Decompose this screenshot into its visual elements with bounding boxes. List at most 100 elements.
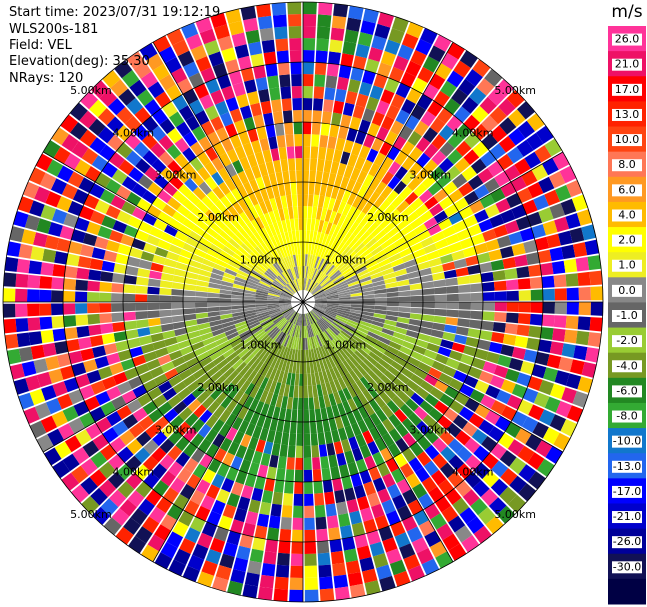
gate-cell — [175, 362, 189, 374]
gate-cell — [243, 395, 254, 409]
gate-cell — [174, 153, 189, 169]
gate-cell — [121, 201, 137, 215]
gate-cell — [267, 75, 280, 89]
gate-cell — [363, 518, 378, 534]
gate-cell — [135, 311, 148, 320]
gate-cell — [309, 281, 317, 293]
gate-cell — [152, 431, 168, 447]
gate-cell — [279, 305, 292, 310]
gate-cell — [171, 282, 185, 290]
gate-cell — [298, 385, 303, 398]
gate-cell — [303, 349, 307, 362]
gate-cell — [255, 375, 265, 388]
gate-cell — [18, 346, 33, 362]
gate-cell — [447, 149, 463, 165]
gate-cell — [484, 203, 500, 218]
gate-cell — [226, 399, 238, 413]
gate-cell — [172, 321, 186, 330]
gate-cell — [421, 476, 437, 493]
ring-label: 5.00km — [494, 508, 536, 521]
gate-cell — [367, 492, 381, 507]
gate-cell — [274, 576, 289, 590]
gate-cell — [183, 284, 197, 291]
gate-cell — [331, 112, 342, 126]
start-time-label: Start time: 2023/07/31 19:12:19 — [9, 5, 221, 20]
gate-cell — [303, 278, 306, 291]
gate-cell — [283, 287, 294, 295]
colorbar-tick-bg — [612, 259, 642, 272]
gate-cell — [283, 420, 291, 434]
gate-cell — [70, 122, 88, 140]
gate-cell — [555, 184, 572, 202]
gate-cell — [333, 378, 342, 392]
gate-cell — [218, 181, 231, 196]
gate-cell — [303, 86, 313, 99]
gate-cell — [400, 71, 416, 88]
gate-cell — [83, 359, 98, 373]
gate-cell — [474, 404, 491, 419]
gate-cell — [151, 463, 168, 480]
gate-cell — [249, 206, 259, 219]
gate-cell — [99, 281, 112, 292]
gate-cell — [291, 541, 303, 554]
gate-cell — [255, 306, 268, 310]
gate-cell — [535, 351, 550, 366]
gate-cell — [183, 296, 196, 302]
gate-cell — [286, 372, 292, 385]
gate-cell — [320, 208, 328, 221]
gate-cell — [420, 380, 434, 393]
gate-cell — [266, 466, 277, 480]
colorbar-tick-bg — [612, 385, 642, 398]
gate-cell — [356, 545, 372, 560]
gate-cell — [577, 316, 591, 331]
gate-cell — [297, 266, 301, 279]
gate-cell — [352, 224, 363, 237]
gate-cell — [429, 203, 444, 217]
gate-cell — [393, 180, 407, 195]
colorbar-tick-label: -2.0 — [616, 334, 637, 347]
gate-cell — [210, 89, 225, 105]
gate-cell — [437, 346, 452, 357]
gate-cell — [424, 503, 441, 520]
gate-cell — [219, 302, 232, 307]
gate-cell — [91, 247, 106, 260]
gate-cell — [390, 120, 404, 136]
gate-cell — [350, 307, 363, 311]
gate-cell — [407, 130, 422, 146]
gate-cell — [243, 309, 256, 315]
gate-cell — [256, 414, 266, 428]
gate-cell — [225, 59, 240, 74]
gate-cell — [399, 345, 413, 356]
gate-cell — [351, 352, 363, 365]
gate-cell — [141, 544, 159, 562]
gate-cell — [492, 322, 506, 333]
gate-cell — [346, 277, 359, 285]
gate-cell — [368, 163, 381, 177]
gate-cell — [39, 172, 57, 190]
gate-cell — [244, 312, 257, 318]
gate-cell — [219, 230, 232, 242]
gate-cell — [182, 218, 196, 231]
gate-cell — [291, 86, 302, 99]
gate-cell — [97, 225, 113, 239]
gate-cell — [268, 223, 277, 237]
gate-cell — [527, 452, 545, 470]
gate-cell — [337, 311, 350, 317]
gate-cell — [281, 432, 290, 446]
gate-cell — [395, 274, 409, 282]
gate-cell — [406, 473, 421, 489]
gate-cell — [365, 334, 378, 344]
gate-cell — [346, 499, 359, 513]
gate-cell — [374, 395, 387, 409]
gate-cell — [338, 261, 350, 272]
gate-cell — [338, 307, 351, 312]
gate-cell — [284, 347, 291, 360]
gate-cell — [232, 341, 245, 352]
gate-cell — [314, 372, 321, 385]
gate-cell — [196, 390, 210, 404]
gate-cell — [196, 242, 210, 253]
gate-cell — [320, 246, 328, 258]
gate-cell — [154, 524, 171, 541]
gate-cell — [313, 243, 319, 256]
gate-cell — [140, 71, 158, 89]
